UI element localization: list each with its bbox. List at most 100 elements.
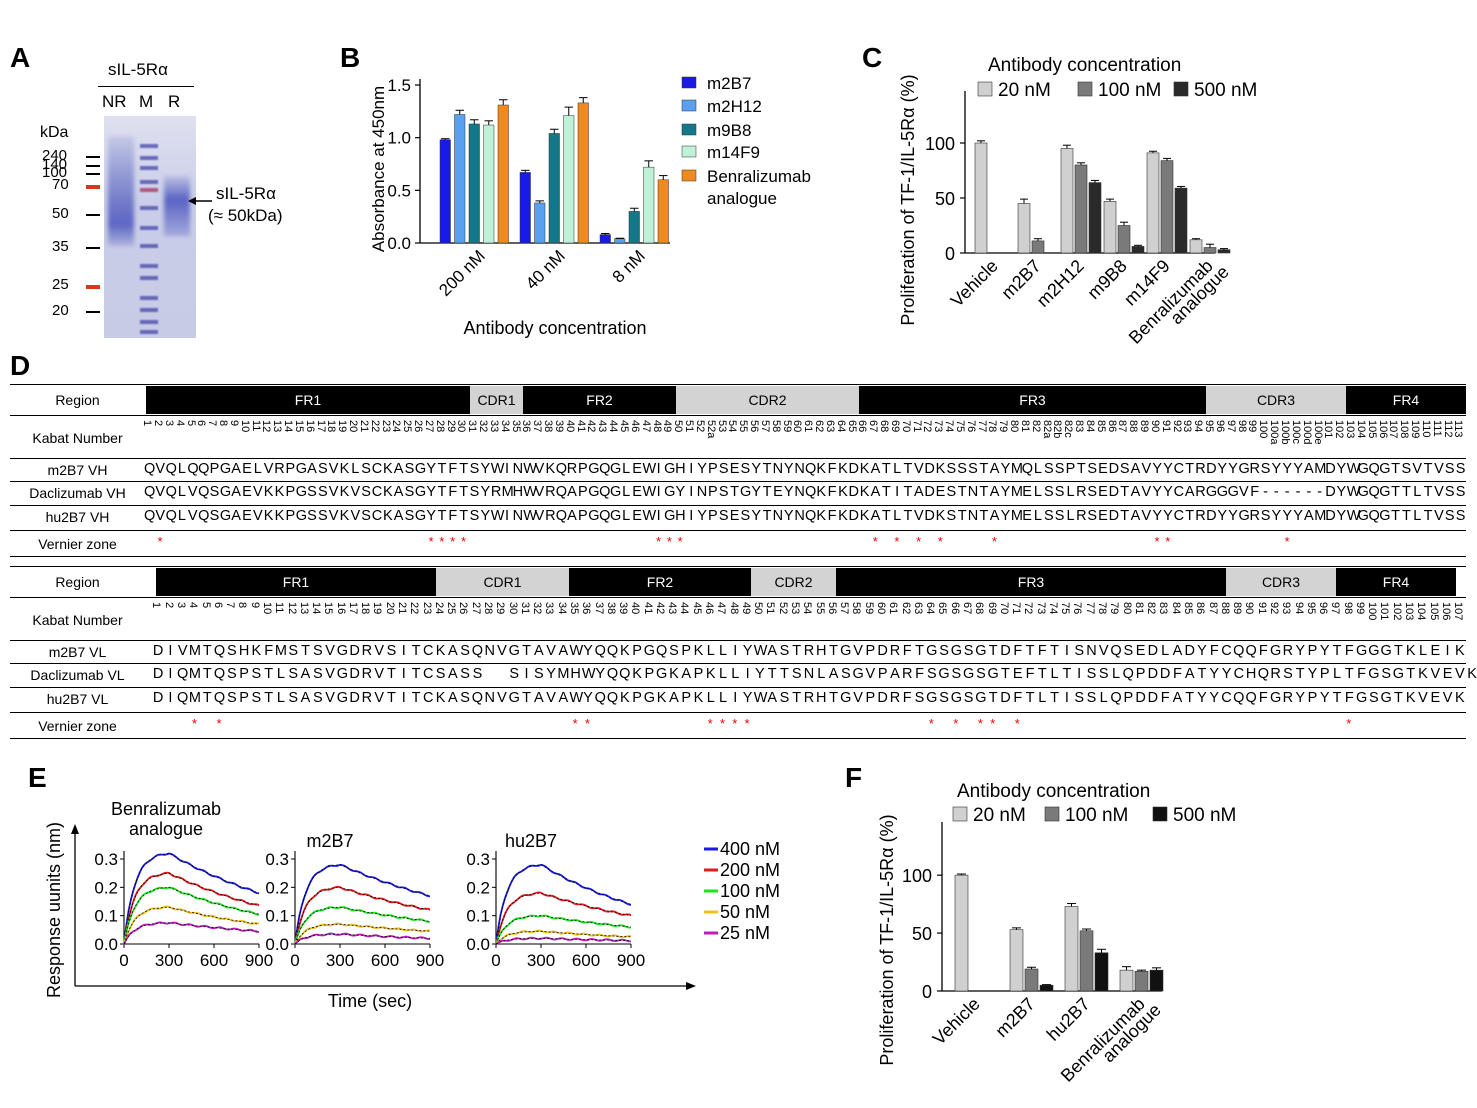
residue: H bbox=[816, 690, 827, 706]
lane-r-band bbox=[164, 176, 190, 236]
residue: Q bbox=[555, 461, 568, 477]
residue: T bbox=[459, 461, 469, 477]
arrow-icon bbox=[188, 197, 212, 205]
residue: G bbox=[962, 666, 975, 682]
row-divider bbox=[10, 687, 1466, 688]
kabat-number: 72 bbox=[1022, 602, 1035, 615]
residue: K bbox=[382, 484, 393, 500]
residue: S bbox=[469, 461, 480, 477]
residue: Q bbox=[594, 643, 606, 659]
residue: G bbox=[219, 508, 232, 524]
y-tick-label: 0.0 bbox=[265, 935, 289, 954]
residue: V bbox=[252, 484, 263, 500]
residue: K bbox=[274, 508, 285, 524]
residue: I bbox=[895, 484, 900, 500]
residue: Q bbox=[655, 643, 668, 659]
kabat-number: 15 bbox=[322, 602, 335, 615]
residue: Y bbox=[783, 461, 794, 477]
residue: Y bbox=[1163, 461, 1173, 477]
residue: G bbox=[219, 484, 232, 500]
vernier-star: * bbox=[428, 534, 434, 549]
residue: A bbox=[393, 484, 404, 500]
ladder-band bbox=[140, 276, 158, 280]
residue: D bbox=[1325, 461, 1336, 477]
bar-Benralizumab-analogue-100nM bbox=[1203, 247, 1217, 254]
gel-header: sIL-5Rα bbox=[108, 60, 168, 79]
residue: S bbox=[509, 666, 520, 682]
row-divider bbox=[10, 663, 1466, 664]
residue: F bbox=[1344, 690, 1354, 706]
residue: S bbox=[1074, 643, 1084, 659]
residue: V bbox=[1455, 666, 1465, 682]
row-divider bbox=[10, 415, 1466, 416]
residue: F bbox=[1037, 643, 1047, 659]
kda-label: kDa bbox=[40, 124, 69, 141]
residue: Y bbox=[1228, 508, 1238, 524]
marker-50: 50 bbox=[52, 205, 69, 222]
residue: T bbox=[762, 461, 772, 477]
residue: G bbox=[1368, 643, 1380, 659]
kabat-number: 106 bbox=[1439, 602, 1452, 621]
residue: V bbox=[546, 690, 556, 706]
y-tick-label: 0.2 bbox=[94, 878, 118, 897]
kabat-number: 99 bbox=[1353, 602, 1366, 615]
y-tick-label: 0.0 bbox=[94, 935, 118, 954]
residue: G bbox=[664, 508, 676, 524]
residue: F bbox=[1209, 643, 1219, 659]
bar-m14F9-40nM bbox=[563, 115, 575, 244]
residue: P bbox=[681, 643, 692, 659]
residue: D bbox=[1108, 508, 1120, 524]
residue: D bbox=[848, 461, 859, 477]
residue: G bbox=[1216, 484, 1229, 500]
kabat-number: 65 bbox=[936, 602, 949, 615]
kabat-number: 83 bbox=[1157, 602, 1170, 615]
fit-curve bbox=[123, 906, 260, 945]
residue: D bbox=[152, 643, 164, 659]
kabat-number: 73 bbox=[1034, 602, 1047, 615]
residue: Y bbox=[1228, 461, 1238, 477]
residue: L bbox=[1418, 643, 1428, 659]
row-divider bbox=[10, 556, 1466, 557]
residue: R bbox=[361, 643, 373, 659]
residue: V bbox=[913, 508, 924, 524]
residue: Q bbox=[198, 461, 210, 477]
residue: R bbox=[361, 666, 373, 682]
residue: A bbox=[231, 484, 241, 500]
bar-Benralizumab-analogue-200nM bbox=[497, 104, 509, 244]
bar-Benralizumab-analogue-8nM bbox=[657, 179, 669, 244]
residue: T bbox=[459, 508, 469, 524]
kabat-number: 113 bbox=[1452, 420, 1465, 438]
residue: Q bbox=[1021, 461, 1033, 477]
residue: V bbox=[853, 643, 863, 659]
y-tick-label: 0.1 bbox=[466, 907, 490, 926]
residue: S bbox=[791, 666, 802, 682]
kabat-number: 78 bbox=[1096, 602, 1109, 615]
residue: S bbox=[1086, 690, 1097, 706]
residue: V bbox=[534, 461, 545, 477]
legend-swatch bbox=[977, 81, 993, 97]
kabat-number: 23 bbox=[420, 602, 433, 615]
residue: E bbox=[729, 508, 740, 524]
residue: S bbox=[740, 508, 751, 524]
y-tick-label: 100 bbox=[902, 866, 932, 886]
vernier-star: * bbox=[450, 534, 456, 549]
e-x-arrowhead bbox=[686, 982, 696, 990]
residue: H bbox=[675, 508, 686, 524]
kabat-number: 22 bbox=[408, 602, 421, 615]
residue: V bbox=[325, 643, 335, 659]
vernier-star: * bbox=[1154, 534, 1160, 549]
residue: F bbox=[1013, 643, 1023, 659]
residue: S bbox=[435, 666, 446, 682]
residue: S bbox=[1086, 666, 1097, 682]
residue: D bbox=[349, 666, 360, 682]
residue: Y bbox=[1197, 643, 1207, 659]
marker-tick bbox=[86, 285, 100, 289]
kabat-number: 45 bbox=[690, 602, 703, 615]
residue: G bbox=[1368, 666, 1380, 682]
residue: V bbox=[1098, 643, 1109, 659]
residue: S bbox=[251, 690, 262, 706]
residue: S bbox=[957, 461, 967, 477]
residue: V bbox=[1442, 690, 1453, 706]
bar-m9B8-500nM bbox=[1131, 246, 1145, 254]
residue: S bbox=[914, 690, 925, 706]
